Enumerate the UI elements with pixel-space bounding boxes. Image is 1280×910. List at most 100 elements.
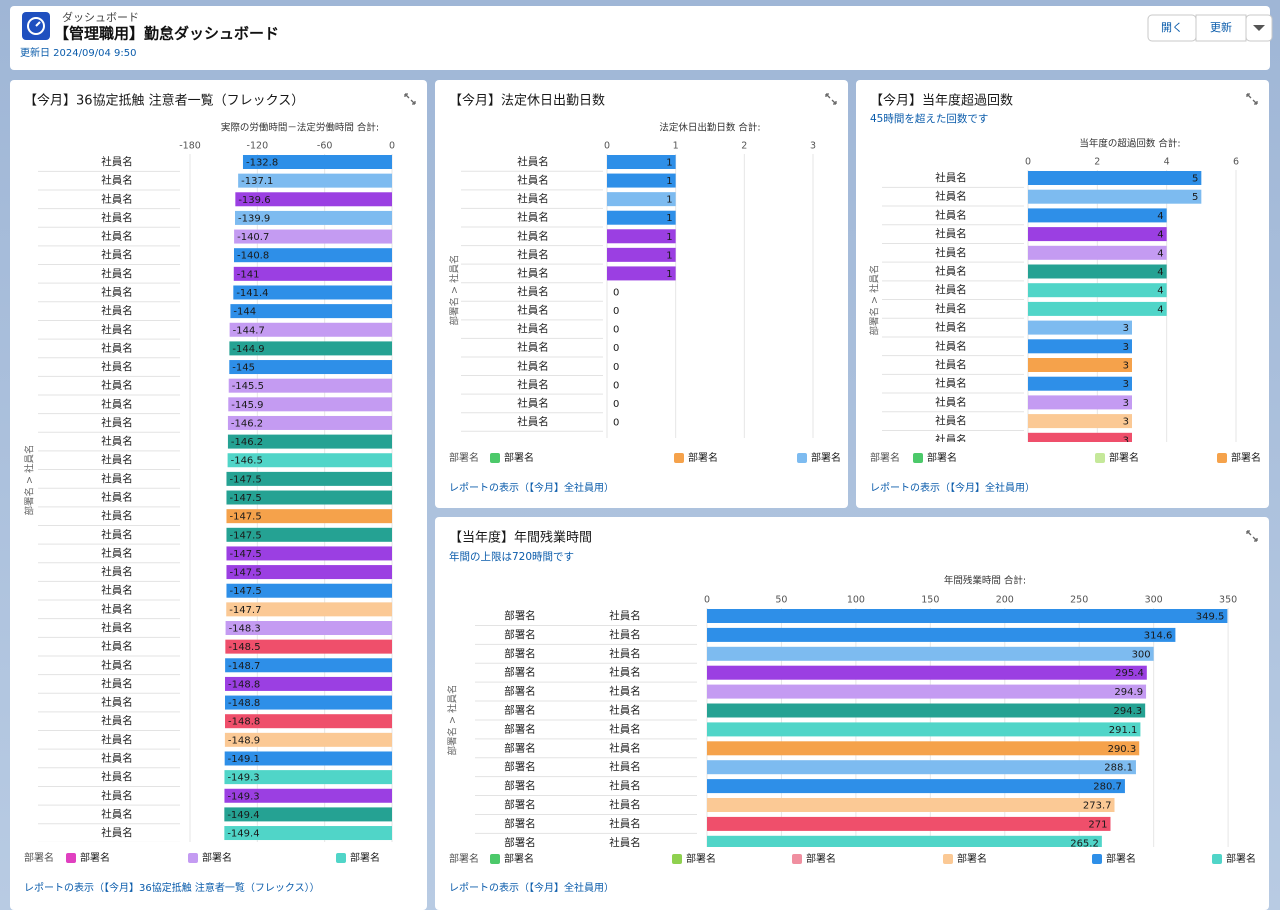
x-tick-label: 150 xyxy=(921,595,939,606)
value-label: -141 xyxy=(237,269,260,280)
category-label: 社員名 xyxy=(101,621,133,634)
expand-icon[interactable] xyxy=(404,93,416,105)
bar xyxy=(1028,320,1132,335)
report-link[interactable]: レポートの表示（【今月】36協定抵触 注意者一覧（フレックス）） xyxy=(24,881,320,894)
expand-icon[interactable] xyxy=(825,93,837,105)
legend-label: 部署名 xyxy=(688,451,718,464)
category-label: 社員名 xyxy=(935,302,967,315)
category-label: 社員名 xyxy=(609,704,641,717)
bar xyxy=(1028,414,1132,429)
bar xyxy=(607,192,676,207)
value-label: -148.9 xyxy=(228,735,260,746)
group-label: 部署名 xyxy=(504,628,536,641)
category-label: 社員名 xyxy=(609,817,641,830)
value-label: -147.5 xyxy=(229,549,261,560)
report-link[interactable]: レポートの表示（【今月】全社員用） xyxy=(449,481,614,494)
rows: 社員名 -132.8 社員名 -137.1 社員名 -139.6 社員名 -139.9 社員名 -… xyxy=(38,155,392,842)
category-label: 社員名 xyxy=(101,602,133,615)
category-label: 社員名 xyxy=(517,229,549,242)
category-label: 社員名 xyxy=(101,677,133,690)
bar xyxy=(707,741,1140,756)
value-label: 291.1 xyxy=(1109,725,1138,736)
category-label: 社員名 xyxy=(101,714,133,727)
bar xyxy=(229,322,392,337)
value-label: -148.8 xyxy=(228,698,260,709)
category-label: 社員名 xyxy=(101,472,133,485)
value-label: 294.9 xyxy=(1114,687,1143,698)
group-label: 部署名 xyxy=(504,647,536,660)
bar xyxy=(224,770,392,785)
panel-bg xyxy=(435,80,848,508)
legend-label: 部署名 xyxy=(504,852,534,865)
expand-icon[interactable] xyxy=(1246,530,1258,542)
bar xyxy=(242,155,392,169)
category-label: 社員名 xyxy=(101,416,133,429)
bar xyxy=(1028,171,1202,185)
category-label: 社員名 xyxy=(101,397,133,410)
value-label: -144.7 xyxy=(233,325,265,336)
value-label: 1 xyxy=(666,250,672,261)
report-link[interactable]: レポートの表示（【今月】全社員用） xyxy=(870,481,1035,494)
bar xyxy=(226,546,392,561)
open-button-label[interactable]: 開く xyxy=(1161,21,1183,34)
category-label: 社員名 xyxy=(101,323,133,336)
bar xyxy=(238,173,392,188)
category-label: 社員名 xyxy=(101,360,133,373)
legend-swatch xyxy=(674,453,684,463)
x-tick-label: 0 xyxy=(704,595,710,606)
bar xyxy=(227,453,392,468)
refresh-button-label[interactable]: 更新 xyxy=(1210,20,1232,34)
bar xyxy=(226,583,392,598)
bar xyxy=(230,304,392,319)
legend-label: 部署名 xyxy=(806,852,836,865)
category-label: 社員名 xyxy=(609,798,641,811)
value-label: 0 xyxy=(613,343,619,354)
category-label: 社員名 xyxy=(101,509,133,522)
value-label: 1 xyxy=(666,269,672,280)
category-label: 社員名 xyxy=(517,304,549,317)
report-link[interactable]: レポートの表示（【今月】全社員用） xyxy=(449,881,614,894)
category-label: 社員名 xyxy=(101,192,133,205)
menu-caret[interactable] xyxy=(1253,25,1265,31)
category-label: 社員名 xyxy=(935,358,967,371)
category-label: 社員名 xyxy=(935,246,967,259)
value-label: -139.9 xyxy=(238,213,270,224)
category-label: 社員名 xyxy=(101,230,133,243)
value-label: 3 xyxy=(1123,342,1129,353)
bar xyxy=(224,732,392,747)
category-label: 社員名 xyxy=(935,227,967,240)
category-label: 社員名 xyxy=(935,265,967,278)
chart-subtitle: 年間の上限は720時間です xyxy=(449,550,574,563)
chart-title: 【当年度】年間残業時間 xyxy=(449,530,592,546)
value-label: -145 xyxy=(232,363,255,374)
value-label: -132.8 xyxy=(246,158,278,169)
y-axis-label: 部署名 > 社員名 xyxy=(447,685,459,756)
legend-swatch xyxy=(188,853,198,863)
legend-title: 部署名 xyxy=(449,852,479,865)
value-label: -149.4 xyxy=(227,810,259,821)
category-label: 社員名 xyxy=(935,208,967,221)
bar xyxy=(607,266,676,281)
category-label: 社員名 xyxy=(609,628,641,641)
group-label: 部署名 xyxy=(504,798,536,811)
category-label: 社員名 xyxy=(101,267,133,280)
value-label: 288.1 xyxy=(1104,763,1133,774)
bar xyxy=(225,695,392,710)
bar xyxy=(707,627,1176,642)
expand-icon[interactable] xyxy=(1246,93,1258,105)
category-label: 社員名 xyxy=(101,155,133,168)
group-label: 部署名 xyxy=(504,760,536,773)
legend-swatch xyxy=(792,854,802,864)
bar xyxy=(1028,227,1167,242)
bar xyxy=(235,192,392,207)
y-axis-label: 部署名 > 社員名 xyxy=(24,445,36,516)
value-label: 1 xyxy=(666,158,672,169)
refresh-button[interactable] xyxy=(1195,14,1247,42)
x-tick-label: 0 xyxy=(389,141,395,152)
category-label: 社員名 xyxy=(935,395,967,408)
category-label: 社員名 xyxy=(101,696,133,709)
category-label: 社員名 xyxy=(101,528,133,541)
bar xyxy=(1028,283,1167,298)
category-label: 社員名 xyxy=(517,266,549,279)
group-label: 部署名 xyxy=(504,836,536,849)
